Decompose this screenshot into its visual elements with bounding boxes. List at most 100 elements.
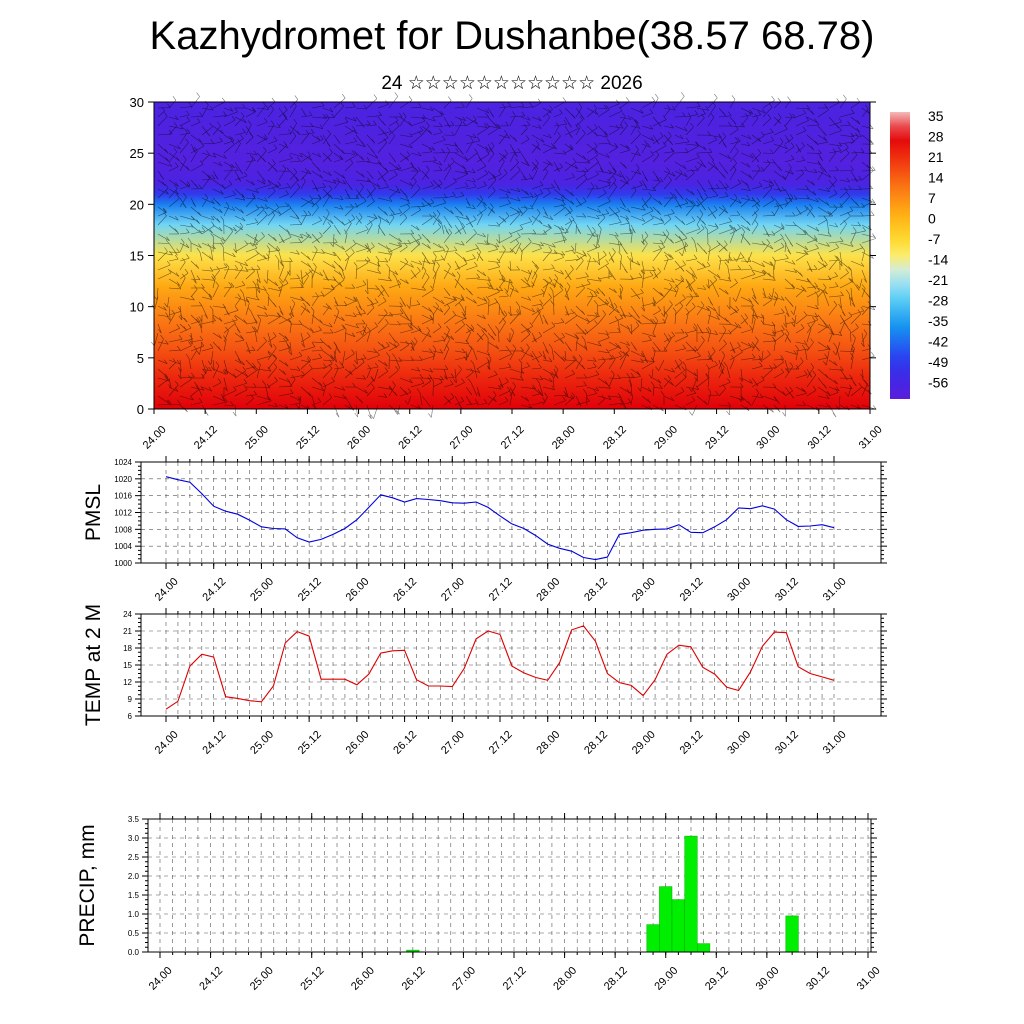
- x-tick-label-temp: 28.00: [534, 729, 562, 757]
- y-tick-label-temp: 12: [123, 678, 132, 687]
- y-tick-label-pmsl: 1012: [114, 509, 132, 518]
- y-tick-label-pmsl: 1020: [114, 475, 132, 484]
- x-tick-label-temp: 30.00: [725, 729, 753, 757]
- colorbar: [890, 112, 910, 399]
- x-tick-label-precip: 26.12: [400, 965, 428, 993]
- x-tick-label-precip: 29.12: [703, 965, 731, 993]
- heatmap-x-tick-label: 25.00: [243, 424, 271, 452]
- y-tick-label-temp: 21: [123, 627, 132, 636]
- colorbar-label: 14: [928, 170, 944, 186]
- x-tick-label-temp: 27.12: [487, 729, 515, 757]
- heatmap-x-tick-label: 27.12: [499, 424, 527, 452]
- heatmap-x-tick-label: 30.12: [806, 424, 834, 452]
- x-tick-label-pmsl: 25.00: [248, 576, 276, 604]
- y-tick-label-precip: 3.0: [128, 834, 140, 843]
- colorbar-label: -28: [928, 293, 948, 309]
- y-tick-label-precip: 1.5: [128, 891, 140, 900]
- grid-precip: [148, 818, 871, 953]
- y-tick-label-pmsl: 1024: [114, 458, 132, 467]
- heatmap-x-tick-label: 26.00: [345, 424, 373, 452]
- y-tick-label-precip: 3.5: [128, 815, 140, 824]
- x-tick-label-temp: 27.00: [439, 729, 467, 757]
- colorbar-label: -42: [928, 334, 948, 350]
- x-tick-label-pmsl: 29.00: [630, 576, 658, 604]
- y-tick-label-pmsl: 1004: [114, 542, 132, 551]
- heatmap-y-tick-label: 30: [130, 95, 144, 110]
- pmsl-series-line: [165, 476, 835, 561]
- x-tick-label-pmsl: 30.12: [773, 576, 801, 604]
- x-tick-label-temp: 25.12: [296, 729, 324, 757]
- colorbar-label: 35: [928, 108, 944, 124]
- heatmap-x-tick-label: 26.12: [396, 424, 424, 452]
- x-tick-label-precip: 25.00: [248, 965, 276, 993]
- y-tick-label-temp: 18: [123, 644, 132, 653]
- y-tick-label-pmsl: 1000: [114, 559, 132, 568]
- y-tick-label-precip: 2.0: [128, 872, 140, 881]
- x-tick-label-pmsl: 28.00: [534, 576, 562, 604]
- y-tick-label-pmsl: 1016: [114, 492, 132, 501]
- panel-frame-precip: [147, 818, 872, 953]
- x-tick-label-precip: 31.00: [855, 965, 883, 993]
- x-tick-label-pmsl: 24.12: [200, 576, 228, 604]
- precip-bar: [646, 924, 660, 953]
- colorbar-label: 28: [928, 129, 944, 145]
- y-tick-label-pmsl: 1008: [114, 525, 132, 534]
- heatmap-y-tick-label: 0: [137, 402, 144, 417]
- x-tick-label-precip: 25.12: [298, 965, 326, 993]
- heatmap-x-tick-label: 28.12: [601, 424, 629, 452]
- precip-bar: [659, 886, 673, 953]
- colorbar-label: -49: [928, 354, 948, 370]
- x-tick-label-temp: 29.12: [678, 729, 706, 757]
- x-tick-label-precip: 28.12: [602, 965, 630, 993]
- heatmap-x-tick-label: 27.00: [448, 424, 476, 452]
- heatmap-x-tick-label: 24.12: [192, 424, 220, 452]
- y-axis-label-precip: PRECIP, mm: [76, 824, 99, 946]
- precip-bar: [684, 835, 698, 953]
- precip-bar: [671, 899, 685, 953]
- grid-pmsl: [141, 461, 881, 564]
- y-tick-label-temp: 24: [123, 610, 132, 619]
- y-tick-label-temp: 9: [128, 695, 133, 704]
- x-tick-label-precip: 27.00: [450, 965, 478, 993]
- x-tick-label-precip: 26.00: [349, 965, 377, 993]
- heatmap-y-tick-label: 25: [130, 146, 144, 161]
- heatmap-x-tick-label: 30.00: [754, 424, 782, 452]
- colorbar-label: 0: [928, 211, 936, 227]
- x-tick-label-temp: 25.00: [248, 729, 276, 757]
- x-tick-label-temp: 31.00: [821, 729, 849, 757]
- heatmap-y-tick-label: 20: [130, 197, 144, 212]
- heatmap-x-tick-label: 29.00: [652, 424, 680, 452]
- x-tick-label-temp: 30.12: [773, 729, 801, 757]
- x-tick-label-pmsl: 27.00: [439, 576, 467, 604]
- colorbar-label: -7: [928, 231, 941, 247]
- colorbar-label: 7: [928, 190, 936, 206]
- x-tick-label-temp: 24.12: [200, 729, 228, 757]
- heatmap-x-tick-label: 25.12: [294, 424, 322, 452]
- x-tick-label-pmsl: 27.12: [487, 576, 515, 604]
- y-tick-label-temp: 15: [123, 661, 132, 670]
- x-tick-label-precip: 24.00: [147, 965, 175, 993]
- page-subtitle: 24 ☆☆☆☆☆☆☆☆☆☆☆ 2026: [381, 73, 643, 94]
- heatmap-x-tick-label: 28.00: [550, 424, 578, 452]
- x-tick-label-precip: 30.12: [804, 965, 832, 993]
- precip-bar: [785, 915, 799, 953]
- x-tick-label-temp: 26.00: [344, 729, 372, 757]
- y-tick-label-precip: 2.5: [128, 853, 140, 862]
- heatmap-x-tick-label: 29.12: [703, 424, 731, 452]
- colorbar-label: 21: [928, 149, 944, 165]
- wind-barbs: [151, 92, 877, 420]
- x-tick-label-pmsl: 31.00: [821, 576, 849, 604]
- x-tick-label-precip: 27.12: [501, 965, 529, 993]
- y-tick-label-precip: 0.0: [128, 948, 140, 957]
- x-tick-label-pmsl: 25.12: [296, 576, 324, 604]
- y-tick-label-precip: 0.5: [128, 929, 140, 938]
- x-tick-label-temp: 29.00: [630, 729, 658, 757]
- y-tick-label-temp: 6: [128, 712, 133, 721]
- x-tick-label-pmsl: 26.00: [344, 576, 372, 604]
- x-tick-label-temp: 26.12: [391, 729, 419, 757]
- x-tick-label-pmsl: 26.12: [391, 576, 419, 604]
- colorbar-label: -21: [928, 272, 948, 288]
- x-tick-label-precip: 29.00: [652, 965, 680, 993]
